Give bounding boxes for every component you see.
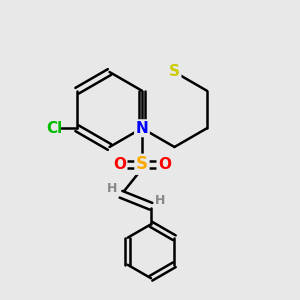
Text: H: H: [155, 194, 165, 207]
Text: S: S: [169, 64, 180, 80]
Text: Cl: Cl: [46, 121, 63, 136]
Text: O: O: [158, 157, 171, 172]
Text: H: H: [107, 182, 117, 195]
Text: S: S: [136, 155, 148, 173]
Text: N: N: [136, 121, 148, 136]
Text: O: O: [113, 157, 126, 172]
